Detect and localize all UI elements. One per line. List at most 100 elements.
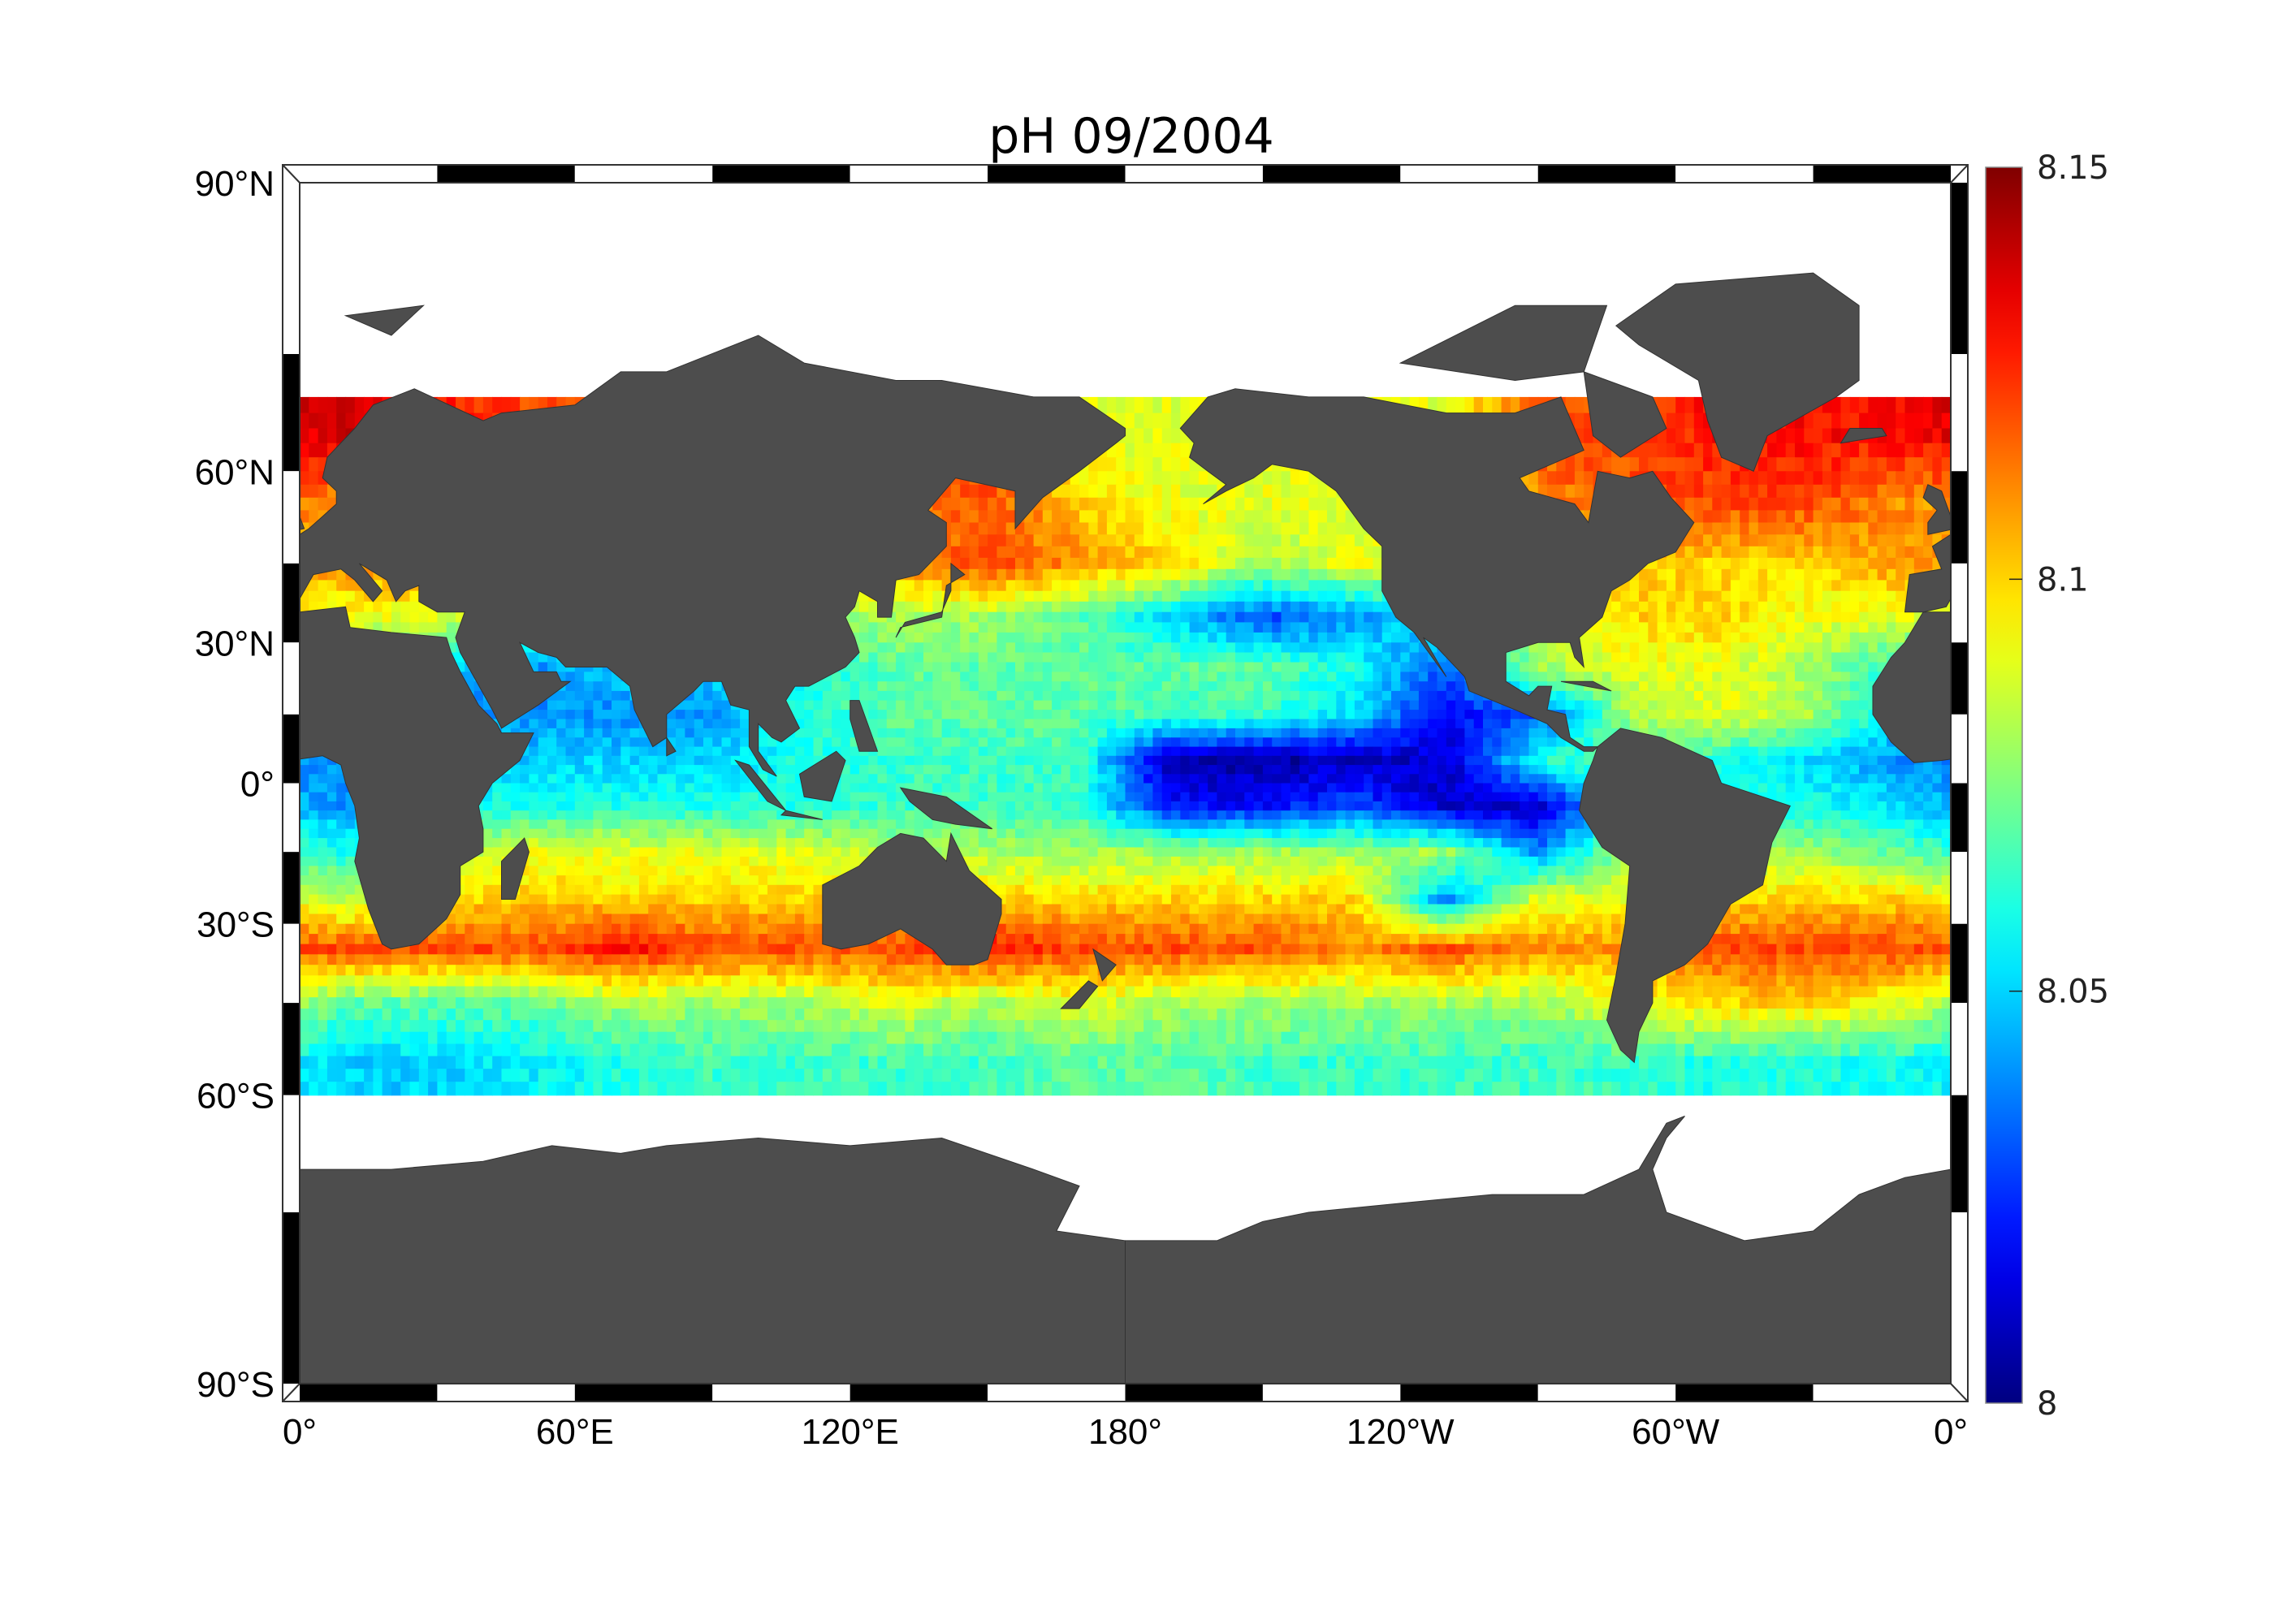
heatmap-cell <box>1336 672 1347 682</box>
heatmap-cell <box>1831 471 1842 486</box>
heatmap-cell <box>1574 396 1584 414</box>
heatmap-cell <box>1556 700 1567 710</box>
heatmap-cell <box>1703 672 1713 682</box>
heatmap-cell <box>1657 580 1667 592</box>
heatmap-cell <box>1336 642 1347 654</box>
heatmap-cell <box>1235 710 1245 720</box>
heatmap-cell <box>988 484 997 499</box>
heatmap-cell <box>1097 590 1108 603</box>
heatmap-cell <box>1161 690 1172 702</box>
heatmap-cell <box>1226 522 1236 535</box>
heatmap-cell <box>1171 428 1181 444</box>
heatmap-cell <box>1253 611 1264 623</box>
heatmap-cell <box>1143 546 1153 559</box>
heatmap-cell <box>1152 580 1163 592</box>
heatmap-cell <box>1327 510 1337 524</box>
heatmap-cell <box>1152 471 1163 486</box>
heatmap-cell <box>1795 457 1805 472</box>
heatmap-cell <box>721 690 732 702</box>
heatmap-cell <box>1299 710 1309 720</box>
heatmap-cell <box>1657 611 1667 623</box>
heatmap-cell <box>1226 546 1236 559</box>
heatmap-cell <box>1208 471 1218 486</box>
heatmap-cell <box>1896 611 1906 623</box>
heatmap-cell <box>1639 652 1649 663</box>
heatmap-cell <box>1005 484 1016 499</box>
heatmap-cell <box>832 672 841 682</box>
heatmap-cell <box>1143 672 1153 682</box>
heatmap-cell <box>1327 652 1337 663</box>
heatmap-cell <box>1116 580 1126 592</box>
heatmap-cell <box>877 632 888 643</box>
heatmap-cell <box>1208 662 1218 673</box>
heatmap-cell <box>1299 522 1309 535</box>
heatmap-cell <box>1281 546 1291 559</box>
heatmap-cell <box>685 690 695 702</box>
heatmap-cell <box>1859 497 1869 511</box>
heatmap-cell <box>1226 681 1236 692</box>
heatmap-cell <box>1097 642 1108 654</box>
heatmap-cell <box>1648 568 1658 581</box>
heatmap-cell <box>1721 672 1731 682</box>
heatmap-cell <box>886 700 897 710</box>
heatmap-cell <box>794 710 805 720</box>
heatmap-cell <box>1923 471 1933 486</box>
heatmap-cell <box>1125 662 1135 673</box>
heatmap-cell <box>950 601 961 613</box>
heatmap-cell <box>1822 700 1832 710</box>
heatmap-cell <box>1364 590 1374 603</box>
heatmap-cell <box>1033 557 1044 570</box>
heatmap-cell <box>712 710 723 720</box>
heatmap-cell <box>1795 546 1805 559</box>
heatmap-cell <box>1097 497 1108 511</box>
heatmap-cell <box>1134 632 1144 643</box>
heatmap-cell <box>1767 700 1777 710</box>
heatmap-cell <box>1703 428 1713 444</box>
heatmap-cell <box>1675 611 1686 623</box>
heatmap-cell <box>1189 510 1200 524</box>
heatmap-cell <box>730 710 741 720</box>
heatmap-cell <box>1648 672 1658 682</box>
heatmap-cell <box>1804 497 1814 511</box>
heatmap-cell <box>1180 690 1191 702</box>
heatmap-cell <box>1574 700 1584 710</box>
heatmap-cell <box>1015 622 1025 633</box>
heatmap-cell <box>1537 471 1548 486</box>
heatmap-cell <box>1712 568 1723 581</box>
heatmap-cell <box>960 590 971 603</box>
heatmap-cell <box>1226 534 1236 547</box>
heatmap-cell <box>1180 396 1191 414</box>
heatmap-cell <box>1804 681 1814 692</box>
heatmap-cell <box>1629 700 1640 710</box>
heatmap-cell <box>950 700 961 710</box>
heatmap-cell <box>1106 522 1117 535</box>
heatmap-cell <box>978 510 988 524</box>
heatmap-cell <box>1244 690 1255 702</box>
heatmap-cell <box>1244 510 1255 524</box>
heatmap-cell <box>1767 484 1777 499</box>
heatmap-cell <box>1106 601 1117 613</box>
heatmap-cell <box>1932 457 1943 472</box>
heatmap-cell <box>1061 568 1071 581</box>
heatmap-cell <box>1253 642 1264 654</box>
heatmap-cell <box>1886 484 1896 499</box>
heatmap-cell <box>996 590 1007 603</box>
heatmap-cell <box>1015 710 1025 720</box>
heatmap-cell <box>804 710 815 720</box>
heatmap-cell <box>1189 457 1200 472</box>
heatmap-cell <box>1675 428 1686 444</box>
heatmap-cell <box>1097 662 1108 673</box>
heatmap-cell <box>1868 443 1878 458</box>
heatmap-cell <box>1281 611 1291 623</box>
heatmap-cell <box>1317 672 1328 682</box>
heatmap-cell <box>1886 534 1896 547</box>
heatmap-cell <box>1088 471 1099 486</box>
heatmap-cell <box>1052 534 1061 547</box>
heatmap-cell <box>1749 546 1759 559</box>
heatmap-cell <box>1281 557 1291 570</box>
heatmap-cell <box>1684 601 1695 613</box>
heatmap-cell <box>1757 522 1768 535</box>
heatmap-cell <box>556 710 567 720</box>
heatmap-cell <box>1675 471 1686 486</box>
heatmap-cell <box>1327 700 1337 710</box>
